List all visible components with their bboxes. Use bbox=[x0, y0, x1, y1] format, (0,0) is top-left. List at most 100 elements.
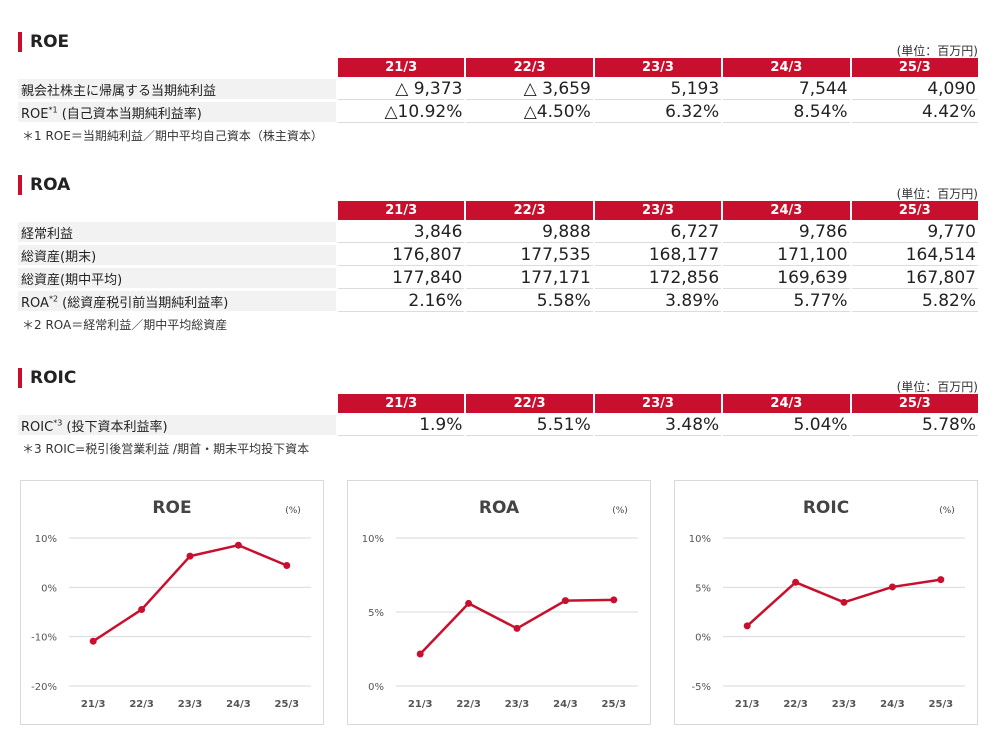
table-cell: 5.77% bbox=[723, 291, 850, 312]
table-row: 総資産(期中平均) 177,840 177,171 172,856 169,63… bbox=[18, 268, 978, 289]
table-cell: 3,846 bbox=[338, 222, 465, 243]
column-header: 22/3 bbox=[466, 201, 593, 220]
footnote-marker: *3 bbox=[53, 418, 63, 428]
roe-chart-svg: ROE (%) 10% 0% -10% -20% 21/3 22/3 23/3 24/3 25/3 bbox=[31, 498, 311, 710]
data-point bbox=[138, 606, 146, 614]
y-tick-label: 10% bbox=[35, 534, 57, 545]
table-row: ROE*1 (自己資本当期純利益率) △10.92% △4.50% 6.32% … bbox=[18, 102, 978, 123]
column-header: 21/3 bbox=[338, 394, 465, 413]
roa-chart: ROA (%) 10% 5% 0% 21/3 22/3 23/3 24/3 25/3 bbox=[347, 480, 651, 725]
roic-chart-svg: ROIC (%) 10% 5% 0% -5% 21/3 22/3 23/3 24/3 25/3 bbox=[689, 498, 965, 710]
x-tick-label: 23/3 bbox=[505, 699, 530, 710]
roe-chart: ROE (%) 10% 0% -10% -20% 21/3 22/3 23/3 24/3 25/3 bbox=[20, 480, 324, 725]
row-label: 総資産(期末) bbox=[18, 245, 336, 266]
table-row: 親会社株主に帰属する当期純利益 △ 9,373 △ 3,659 5,193 7,… bbox=[18, 79, 978, 100]
data-point bbox=[792, 578, 800, 586]
row-label: ROIC*3 (投下資本利益率) bbox=[18, 415, 336, 436]
footnote-marker: *1 bbox=[48, 105, 58, 115]
roe-footnote: ＊1 ROE＝当期純利益／期中平均自己資本（株主資本） bbox=[22, 129, 323, 143]
x-tick-label: 21/3 bbox=[81, 699, 106, 710]
table-header-row: 21/3 22/3 23/3 24/3 25/3 bbox=[18, 201, 978, 220]
column-header: 22/3 bbox=[466, 58, 593, 77]
data-point bbox=[186, 552, 194, 560]
chart-unit-label: (%) bbox=[612, 506, 628, 516]
roe-table: 21/3 22/3 23/3 24/3 25/3 親会社株主に帰属する当期純利益… bbox=[16, 56, 980, 125]
table-cell: 4.42% bbox=[851, 102, 978, 123]
table-cell: 172,856 bbox=[594, 268, 722, 289]
y-tick-label: 5% bbox=[368, 608, 384, 619]
table-cell: 4,090 bbox=[851, 79, 978, 100]
roa-footnote: ＊2 ROA＝経常利益／期中平均総資産 bbox=[22, 318, 228, 332]
table-cell: 5.04% bbox=[723, 415, 850, 436]
column-header: 24/3 bbox=[723, 58, 850, 77]
x-tick-label: 22/3 bbox=[783, 699, 808, 710]
data-point bbox=[283, 562, 291, 570]
x-tick-label: 23/3 bbox=[832, 699, 857, 710]
x-tick-label: 22/3 bbox=[456, 699, 481, 710]
column-header: 24/3 bbox=[723, 201, 850, 220]
x-tick-label: 25/3 bbox=[602, 699, 627, 710]
column-header: 21/3 bbox=[338, 58, 465, 77]
x-tick-label: 21/3 bbox=[408, 699, 433, 710]
table-cell: 5.78% bbox=[851, 415, 978, 436]
table-cell: △10.92% bbox=[338, 102, 465, 123]
table-cell: 5,193 bbox=[594, 79, 722, 100]
roa-section: ROA (単位：百万円) 21/3 22/3 23/3 24/3 25/3 経常… bbox=[18, 175, 978, 333]
column-header: 21/3 bbox=[338, 201, 465, 220]
roa-chart-svg: ROA (%) 10% 5% 0% 21/3 22/3 23/3 24/3 25/3 bbox=[362, 498, 638, 710]
roic-section: ROIC (単位：百万円) 21/3 22/3 23/3 24/3 25/3 R… bbox=[18, 368, 978, 457]
table-cell: 9,786 bbox=[723, 222, 850, 243]
roa-section-title: ROA bbox=[18, 175, 70, 195]
table-header-row: 21/3 22/3 23/3 24/3 25/3 bbox=[18, 394, 978, 413]
chart-title: ROA bbox=[479, 498, 520, 518]
table-cell: 5.82% bbox=[851, 291, 978, 312]
table-row: 経常利益 3,846 9,888 6,727 9,786 9,770 bbox=[18, 222, 978, 243]
roa-table: 21/3 22/3 23/3 24/3 25/3 経常利益 3,846 9,88… bbox=[16, 199, 980, 314]
table-cell: 177,535 bbox=[466, 245, 593, 266]
column-header: 25/3 bbox=[851, 394, 978, 413]
table-cell: 8.54% bbox=[723, 102, 850, 123]
data-point bbox=[888, 583, 896, 591]
table-cell: 5.58% bbox=[466, 291, 593, 312]
column-header: 24/3 bbox=[723, 394, 850, 413]
table-cell: 6,727 bbox=[594, 222, 722, 243]
x-tick-label: 24/3 bbox=[226, 699, 251, 710]
roe-section: ROE (単位：百万円) 21/3 22/3 23/3 24/3 25/3 親会… bbox=[18, 32, 978, 144]
row-label: 総資産(期中平均) bbox=[18, 268, 336, 289]
row-label: ROA*2 (総資産税引前当期純利益率) bbox=[18, 291, 336, 312]
roa-unit-label: (単位：百万円) bbox=[896, 187, 978, 201]
table-cell: 5.51% bbox=[466, 415, 593, 436]
y-tick-label: 10% bbox=[689, 534, 711, 545]
table-cell: 167,807 bbox=[851, 268, 978, 289]
roic-chart: ROIC (%) 10% 5% 0% -5% 21/3 22/3 23/3 24/3 25/3 bbox=[674, 480, 978, 725]
data-point bbox=[937, 576, 945, 584]
table-cell: 177,840 bbox=[338, 268, 465, 289]
table-cell: △ 9,373 bbox=[338, 79, 465, 100]
table-cell: 9,770 bbox=[851, 222, 978, 243]
data-point bbox=[234, 541, 242, 549]
y-tick-label: -20% bbox=[31, 682, 57, 693]
column-header: 23/3 bbox=[594, 201, 722, 220]
column-header: 23/3 bbox=[594, 394, 722, 413]
roe-unit-label: (単位：百万円) bbox=[896, 44, 978, 58]
column-header: 23/3 bbox=[594, 58, 722, 77]
chart-unit-label: (%) bbox=[285, 506, 301, 516]
footnote-marker: *2 bbox=[48, 294, 59, 304]
roic-unit-label: (単位：百万円) bbox=[896, 380, 978, 394]
table-cell: △ 3,659 bbox=[466, 79, 593, 100]
row-label: 親会社株主に帰属する当期純利益 bbox=[18, 79, 336, 100]
column-header: 25/3 bbox=[851, 201, 978, 220]
x-tick-label: 24/3 bbox=[553, 699, 578, 710]
table-cell: 3.48% bbox=[594, 415, 722, 436]
y-tick-label: 0% bbox=[368, 682, 384, 693]
table-row: ROA*2 (総資産税引前当期純利益率) 2.16% 5.58% 3.89% 5… bbox=[18, 291, 978, 312]
table-cell: 176,807 bbox=[338, 245, 465, 266]
x-tick-label: 25/3 bbox=[929, 699, 954, 710]
table-cell: △4.50% bbox=[466, 102, 593, 123]
header-blank bbox=[18, 58, 336, 77]
roe-section-title: ROE bbox=[18, 32, 69, 52]
x-tick-label: 24/3 bbox=[880, 699, 905, 710]
data-point bbox=[513, 624, 521, 632]
table-cell: 1.9% bbox=[338, 415, 465, 436]
y-tick-label: 0% bbox=[41, 583, 57, 594]
